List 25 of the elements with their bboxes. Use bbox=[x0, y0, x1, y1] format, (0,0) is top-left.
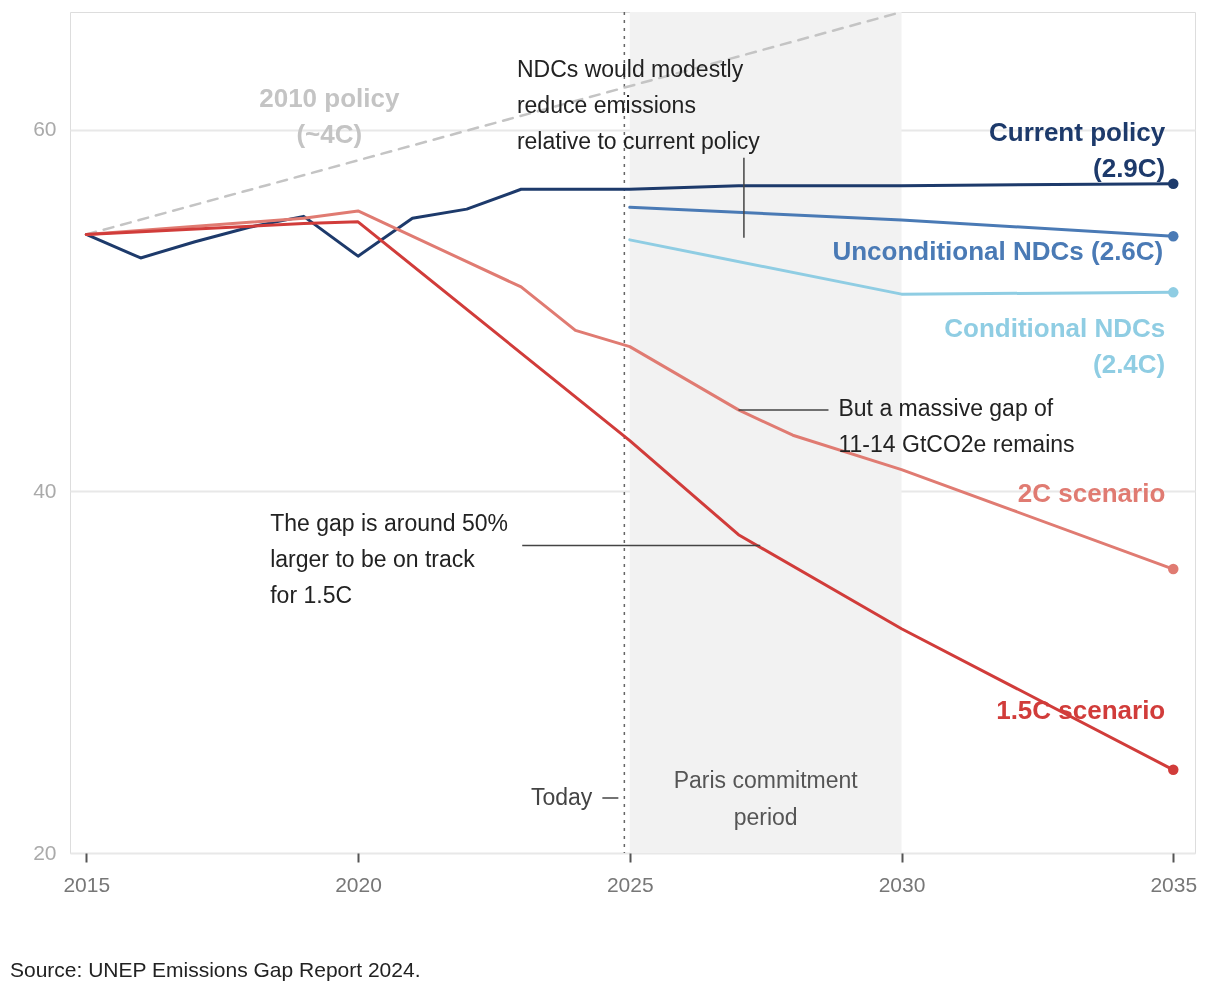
annotation: But a massive gap of 11-14 GtCO2e remains bbox=[838, 394, 1075, 457]
point bbox=[1168, 764, 1179, 776]
x-tick-label: 2030 bbox=[878, 872, 926, 896]
series-label: Unconditional NDCs (2.6C) bbox=[832, 236, 1164, 267]
series-label: 2C scenario bbox=[1017, 478, 1166, 509]
x-tick-label: 2025 bbox=[606, 872, 654, 896]
x-tick-label: 2015 bbox=[63, 872, 111, 896]
x-tick-label: 2020 bbox=[335, 872, 382, 896]
y-tick-label: 60 bbox=[33, 117, 57, 141]
series-label: 1.5C scenario bbox=[996, 694, 1166, 725]
y-tick-label: 20 bbox=[33, 840, 57, 864]
point bbox=[1168, 563, 1179, 575]
ref-line-label: Today bbox=[530, 784, 593, 810]
annotation: NDCs would modestly reduce emissions relative to current policy bbox=[516, 55, 761, 154]
series-label: Conditional NDCs (2.4C) bbox=[944, 313, 1166, 380]
series-label: Current policy (2.9C) bbox=[989, 116, 1166, 183]
x-tick-label: 2035 bbox=[1150, 872, 1198, 896]
point bbox=[1168, 287, 1179, 298]
series-label: 2010 policy (~4C) bbox=[259, 83, 400, 150]
point bbox=[1168, 178, 1179, 190]
point bbox=[1168, 231, 1179, 242]
annotation: The gap is around 50% larger to be on track for 1.5C bbox=[270, 509, 509, 608]
source-note: Source: UNEP Emissions Gap Report 2024. bbox=[10, 958, 421, 981]
band-label: Paris commitment period bbox=[673, 767, 859, 830]
y-tick-label: 40 bbox=[33, 478, 57, 502]
